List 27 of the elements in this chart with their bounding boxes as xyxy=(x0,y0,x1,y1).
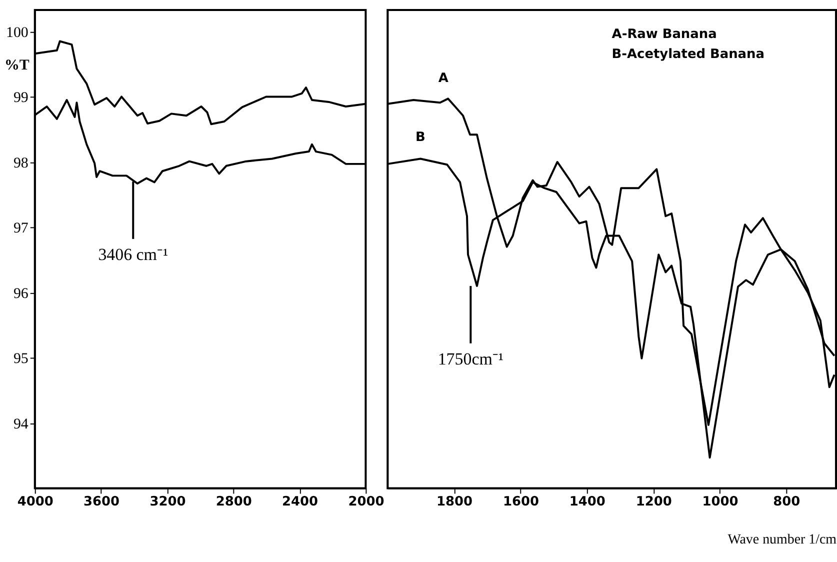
annotation: A-Raw Banana xyxy=(612,26,717,42)
y-tick-label: 96 xyxy=(13,286,29,302)
annotation: 3406 cm⁻¹ xyxy=(98,244,168,264)
x-tick-label: 1800 xyxy=(436,494,473,510)
y-tick-label: 100 xyxy=(6,24,28,41)
y-tick-label: 98 xyxy=(13,155,28,172)
x-tick-label: 1000 xyxy=(702,494,738,510)
x-tick-label: 1400 xyxy=(569,494,606,510)
x-tick-label: 3200 xyxy=(150,494,186,510)
y-tick-label: 94 xyxy=(13,416,29,432)
x-tick-label: 2000 xyxy=(348,494,384,510)
series-label: B xyxy=(416,130,426,145)
x-axis-title: Wave number 1/cm xyxy=(728,532,837,548)
annotation: 1750cm⁻¹ xyxy=(438,349,504,368)
y-tick-label: 95 xyxy=(13,351,28,368)
x-tick-label: 2400 xyxy=(282,494,318,510)
series-label: A xyxy=(438,71,448,86)
x-tick-label: 800 xyxy=(773,494,800,510)
x-tick-label: 1200 xyxy=(636,494,672,510)
y-tick-label: 97 xyxy=(13,220,29,237)
y-axis-title: %T xyxy=(4,58,30,74)
x-tick-label: 2800 xyxy=(216,494,252,510)
y-tick-label: 99 xyxy=(13,90,28,106)
x-tick-label: 3600 xyxy=(84,494,120,510)
annotation: B-Acetylated Banana xyxy=(612,46,764,62)
x-tick-label: 1600 xyxy=(502,494,539,510)
x-tick-label: 4000 xyxy=(17,494,54,510)
